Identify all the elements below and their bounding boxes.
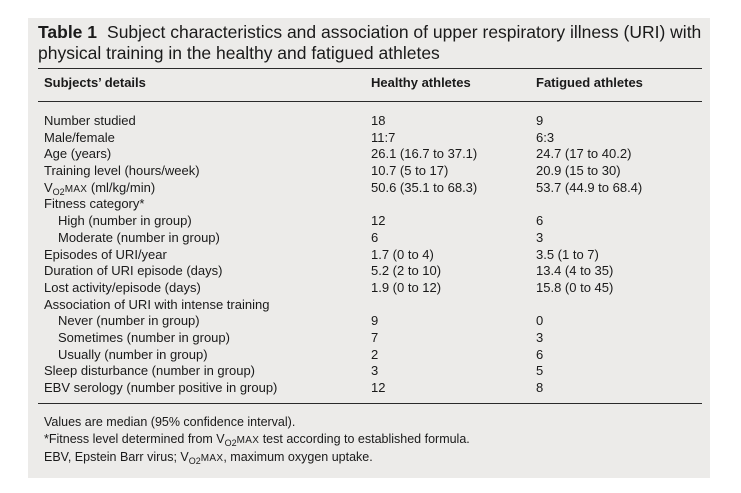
table-number: Table 1 <box>38 22 98 42</box>
cell-fatigued: 15.8 (0 to 45) <box>536 279 614 295</box>
table-row: VO2MAX (ml/kg/min) 50.6 (35.1 to 68.3) 53.… <box>28 180 710 197</box>
table-panel: Table 1 Subject characteristics and assoc… <box>28 18 710 478</box>
row-label: EBV serology (number positive in group) <box>44 380 278 395</box>
row-label: High (number in group) <box>58 213 192 229</box>
table-row: Age (years) 26.1 (16.7 to 37.1) 24.7 (17 t… <box>28 146 710 163</box>
cell-fatigued: 20.9 (15 to 30) <box>536 163 621 179</box>
cell-fatigued: 6 <box>536 346 544 362</box>
cell-fatigued: 3 <box>536 329 544 345</box>
row-label: Duration of URI episode (days) <box>44 263 223 279</box>
cell-healthy: 1.7 (0 to 4) <box>371 246 434 262</box>
cell-healthy: 9 <box>371 313 379 329</box>
row-label: Association of URI with intense training <box>44 296 270 312</box>
row-label: Number studied <box>44 113 136 128</box>
footnote-values: Values are median (95% confidence interv… <box>44 415 296 429</box>
row-label: Moderate (number in group) <box>58 229 220 245</box>
row-label: Male/female <box>44 129 115 145</box>
table-header-row: Subjects’ details Healthy athletes Fatig… <box>28 75 710 95</box>
cell-fatigued: 3.5 (1 to 7) <box>536 246 599 262</box>
row-label: VO2MAX (ml/kg/min) <box>44 179 156 197</box>
row-label: Training level (hours/week) <box>44 163 200 179</box>
cell-fatigued: 53.7 (44.9 to 68.4) <box>536 179 643 195</box>
cell-healthy: 5.2 (2 to 10) <box>371 263 442 279</box>
cell-fatigued: 8 <box>536 380 544 395</box>
header-healthy-athletes: Healthy athletes <box>371 75 471 90</box>
header-subjects-details: Subjects’ details <box>44 75 146 90</box>
cell-healthy: 18 <box>371 113 386 128</box>
table-row: High (number in group) 12 6 <box>28 213 710 230</box>
cell-fatigued: 0 <box>536 313 544 329</box>
table-footnotes: Values are median (95% confidence interv… <box>44 414 694 467</box>
row-label: Lost activity/episode (days) <box>44 279 201 295</box>
row-label: Age (years) <box>44 146 112 162</box>
row-label: Episodes of URI/year <box>44 246 167 262</box>
cell-healthy: 6 <box>371 229 379 245</box>
table-caption: Subject characteristics and association … <box>38 22 702 63</box>
table-row: Duration of URI episode (days) 5.2 (2 to … <box>28 263 710 280</box>
cell-healthy: 12 <box>371 213 386 229</box>
cell-healthy: 7 <box>371 329 379 345</box>
cell-healthy: 10.7 (5 to 17) <box>371 163 449 179</box>
footnote-abbreviations: EBV, Epstein Barr virus; VO2MAX, maximum… <box>44 450 373 466</box>
cell-healthy: 2 <box>371 346 379 362</box>
table-row: Sleep disturbance (number in group) 3 5 <box>28 363 710 380</box>
row-label: Never (number in group) <box>58 313 200 329</box>
cell-healthy: 50.6 (35.1 to 68.3) <box>371 179 478 195</box>
cell-fatigued: 5 <box>536 363 544 379</box>
cell-healthy: 11:7 <box>371 129 396 145</box>
table-row: EBV serology (number positive in group) 1… <box>28 380 710 397</box>
cell-fatigued: 6:3 <box>536 129 555 145</box>
top-rule <box>38 68 702 69</box>
cell-healthy: 26.1 (16.7 to 37.1) <box>371 146 478 162</box>
table-row: Lost activity/episode (days) 1.9 (0 to 12… <box>28 280 710 297</box>
row-label: Sometimes (number in group) <box>58 329 230 345</box>
row-label: Fitness category* <box>44 196 145 212</box>
cell-fatigued: 9 <box>536 113 544 128</box>
cell-healthy: 12 <box>371 380 386 395</box>
cell-fatigued: 13.4 (4 to 35) <box>536 263 614 279</box>
bottom-rule <box>38 403 702 404</box>
table-body: Number studied 18 9 Male/female 11:7 6:3 Age (… <box>28 113 710 397</box>
header-rule <box>38 101 702 102</box>
footnote-fitness: *Fitness level determined from VO2MAX te… <box>44 432 470 448</box>
cell-fatigued: 6 <box>536 213 544 229</box>
cell-fatigued: 3 <box>536 229 544 245</box>
cell-healthy: 3 <box>371 363 379 379</box>
table-row: Usually (number in group) 2 6 <box>28 347 710 364</box>
header-fatigued-athletes: Fatigued athletes <box>536 75 643 90</box>
table-row: Association of URI with intense training <box>28 297 710 314</box>
table-row: Never (number in group) 9 0 <box>28 313 710 330</box>
cell-fatigued: 24.7 (17 to 40.2) <box>536 146 632 162</box>
row-label: Sleep disturbance (number in group) <box>44 363 256 379</box>
cell-healthy: 1.9 (0 to 12) <box>371 279 442 295</box>
table-row: Sometimes (number in group) 7 3 <box>28 330 710 347</box>
table-title: Table 1 Subject characteristics and assoc… <box>38 22 702 64</box>
row-label: Usually (number in group) <box>58 346 208 362</box>
table-row: Episodes of URI/year 1.7 (0 to 4) 3.5 (1 t… <box>28 247 710 264</box>
table-row: Fitness category* <box>28 196 710 213</box>
table-row: Moderate (number in group) 6 3 <box>28 230 710 247</box>
table-row: Number studied 18 9 <box>28 113 710 130</box>
table-row: Training level (hours/week) 10.7 (5 to 17… <box>28 163 710 180</box>
table-row: Male/female 11:7 6:3 <box>28 130 710 147</box>
